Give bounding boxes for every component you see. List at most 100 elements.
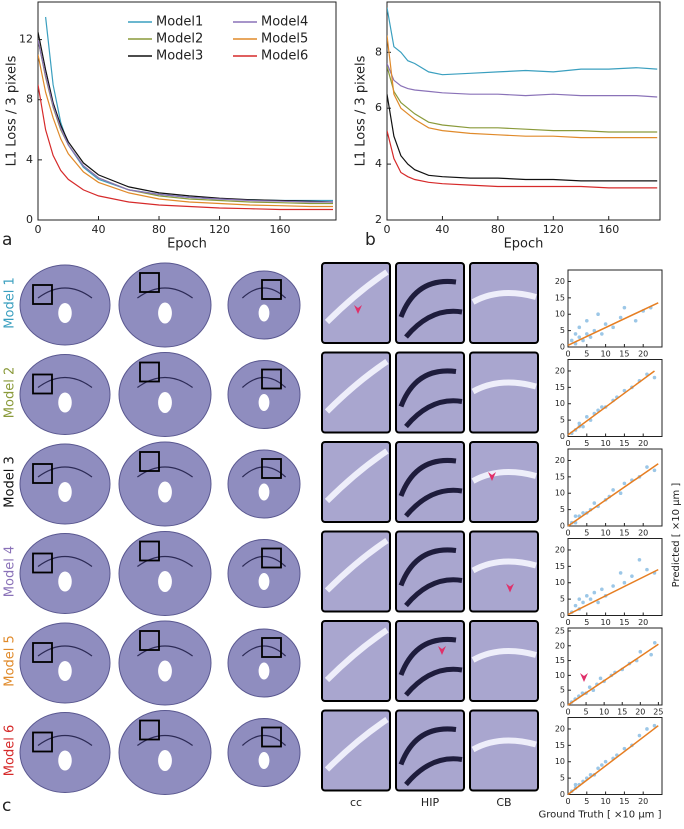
scatter-point: [569, 338, 574, 343]
scatter-point: [577, 325, 582, 330]
plot-frame: [567, 359, 663, 437]
roi-box: [139, 451, 160, 472]
scatter-point: [600, 405, 604, 409]
arrowhead: [488, 472, 496, 481]
y-tick-label: 10: [555, 310, 565, 319]
zoom-structure: [398, 726, 463, 787]
scatter-point: [600, 763, 604, 767]
scatter-point: [573, 603, 578, 608]
roi-box: [261, 547, 282, 569]
y-tick-label: 0: [560, 701, 565, 710]
loss-line: [387, 7, 658, 76]
plot-frame: [37, 1, 337, 221]
brain-structure: [137, 645, 193, 657]
y-tick-label: 15: [555, 383, 565, 392]
fit-line: [567, 568, 659, 616]
scatter-point: [585, 594, 589, 598]
fit-line: [567, 725, 659, 796]
scatter-point: [577, 597, 582, 601]
x-tick-label: 5: [584, 350, 589, 359]
brain-ventricle: [58, 303, 72, 323]
y-tick-label: 5: [560, 416, 565, 425]
y-axis-label: L1 Loss / 3 pixels: [5, 55, 20, 166]
scatter-point: [645, 727, 649, 731]
loss-line: [38, 31, 334, 203]
roi-box: [261, 279, 282, 300]
y-tick-label: 4: [375, 157, 382, 170]
zoom-structure: [398, 368, 463, 429]
y-tick-label: 15: [555, 656, 565, 665]
brain-ventricle: [258, 573, 270, 590]
scatter-point: [652, 468, 657, 473]
y-tick-label: 2: [375, 213, 382, 226]
scatter-point: [618, 571, 623, 575]
brain-structure: [137, 555, 193, 567]
roi-box: [32, 731, 53, 753]
y-tick-label: 0: [26, 213, 33, 226]
scatter-point: [645, 567, 649, 572]
loss-line: [38, 39, 333, 205]
scatter-point: [573, 782, 578, 787]
y-tick-label: 12: [19, 33, 33, 46]
brain-structure: [241, 287, 287, 299]
panel-label: b: [365, 230, 376, 250]
zoom-structure: [324, 448, 389, 504]
arrowhead: [580, 673, 588, 682]
row-label: Model 2: [3, 367, 18, 418]
roi-box: [261, 368, 282, 390]
x-tick-label: 10: [601, 618, 611, 627]
zoom-image: [469, 441, 539, 523]
scatter-point: [622, 305, 627, 310]
brain-ventricle: [258, 662, 270, 680]
y-tick-label: 20: [555, 366, 565, 375]
x-tick-label: 5: [584, 618, 589, 627]
scatter-point: [618, 315, 623, 320]
brain-structure: [241, 645, 287, 657]
zoom-image: [469, 709, 539, 792]
x-tick-label: 160: [598, 223, 619, 236]
brain-ventricle: [158, 302, 172, 324]
x-tick-label: 5: [584, 708, 589, 717]
x-tick-label: 15: [619, 618, 629, 627]
x-tick-label: 0: [35, 223, 42, 236]
y-tick-label: 25: [555, 626, 565, 635]
scatter-point: [603, 322, 608, 326]
y-tick-label: 0: [560, 343, 565, 352]
brain-structure: [37, 466, 93, 478]
x-tick-label: 15: [619, 439, 629, 448]
roi-box: [139, 719, 160, 741]
roi-box: [261, 726, 282, 748]
roi-box: [32, 284, 53, 305]
fit-line: [567, 370, 655, 436]
column-label: HIP: [421, 796, 440, 809]
scatter-point: [611, 325, 615, 330]
scatter-point: [596, 766, 600, 771]
x-tick-label: 10: [601, 439, 611, 448]
row-label: Model 5: [3, 635, 18, 686]
x-tick-label: 10: [601, 797, 611, 806]
scatter-point: [581, 338, 585, 343]
zoom-structure: [398, 278, 463, 339]
brain-ventricle: [58, 661, 72, 681]
y-tick-label: 5: [560, 326, 565, 335]
scatter-point: [585, 415, 589, 419]
scatter-point: [603, 759, 608, 764]
brain-structure: [137, 466, 193, 478]
loss-line: [387, 66, 658, 133]
y-tick-label: 20: [555, 641, 565, 650]
scatter-point: [630, 574, 634, 578]
scatter-point: [637, 733, 642, 738]
roi-box: [261, 458, 282, 479]
x-tick-label: 10: [601, 529, 611, 538]
scatter-point: [638, 649, 643, 654]
y-tick-label: 8: [26, 93, 33, 106]
scatter-point: [581, 424, 585, 429]
x-tick-label: 160: [270, 223, 291, 236]
scatter-point: [587, 685, 592, 690]
scatter-point: [592, 328, 597, 333]
zoom-image: [469, 351, 539, 434]
brain-ventricle: [258, 483, 270, 501]
x-tick-label: 0: [565, 708, 570, 717]
zoom-structure: [471, 290, 537, 305]
